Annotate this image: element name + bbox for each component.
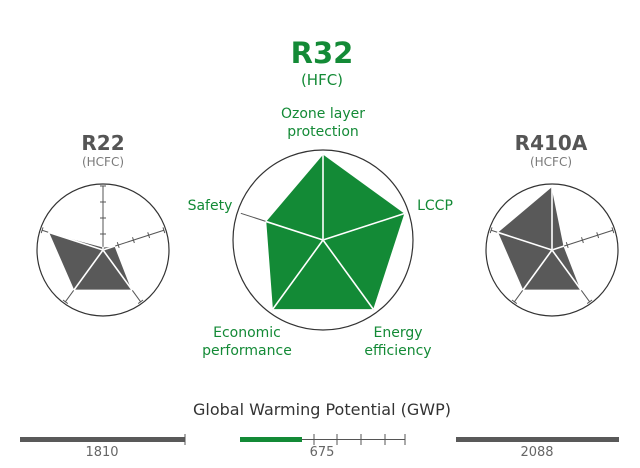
r22-subtitle: (HCFC) bbox=[82, 155, 124, 169]
r22-tick-2-4 bbox=[137, 299, 144, 304]
r410a-tick-1-4 bbox=[611, 227, 615, 234]
gwp-title: Global Warming Potential (GWP) bbox=[193, 400, 451, 419]
r410a-tick-2-4 bbox=[586, 299, 593, 304]
r22-tick-4-4 bbox=[40, 227, 44, 234]
r410a-data-polygon bbox=[496, 184, 583, 292]
axis-label-energy-1: Energy bbox=[373, 325, 422, 341]
r410a-tick-4-4 bbox=[489, 227, 493, 234]
gwp-label-r410a: 2088 bbox=[520, 445, 553, 460]
r22-tick-1-3 bbox=[147, 232, 151, 239]
axis-label-economic-1: Economic bbox=[213, 325, 281, 341]
r410a-spoke-4 bbox=[496, 231, 553, 251]
gwp-label-r32: 675 bbox=[310, 445, 335, 460]
radar-shapes-layer bbox=[20, 149, 619, 445]
axis-label-ozone-2: protection bbox=[287, 124, 359, 140]
r410a-spoke-1 bbox=[551, 245, 565, 251]
r22-tick-1-2 bbox=[132, 237, 135, 244]
gwp-bar-r32 bbox=[240, 437, 302, 442]
r410a-tick-1-1 bbox=[565, 242, 569, 249]
gwp-label-r22: 1810 bbox=[85, 445, 118, 460]
axis-label-economic-2: performance bbox=[202, 343, 292, 359]
axis-label-energy-2: efficiency bbox=[364, 343, 431, 359]
r32-title: R32 bbox=[291, 36, 354, 70]
r410a-tick-1-3 bbox=[596, 232, 600, 239]
r32-subtitle: (HFC) bbox=[301, 71, 343, 89]
axis-label-safety: Safety bbox=[188, 198, 233, 214]
axis-label-ozone-1: Ozone layer bbox=[281, 106, 365, 122]
r22-tick-3-4 bbox=[62, 299, 69, 304]
r410a-title: R410A bbox=[515, 131, 588, 155]
r410a-tick-3-4 bbox=[511, 299, 518, 304]
r22-spoke-1 bbox=[102, 245, 116, 251]
r32-spoke-3 bbox=[271, 239, 324, 311]
r32-spoke-4 bbox=[265, 220, 324, 241]
gwp-bar-r22 bbox=[20, 437, 185, 442]
r410a-spoke-2 bbox=[551, 249, 582, 291]
r32-spoke-1 bbox=[322, 212, 406, 241]
r410a-spoke-3 bbox=[522, 249, 553, 291]
gwp-bar-r410a bbox=[456, 437, 619, 442]
r22-title: R22 bbox=[81, 131, 124, 155]
r410a-tick-1-2 bbox=[581, 237, 584, 244]
r22-spoke-4 bbox=[47, 231, 104, 251]
r32-spoke-2 bbox=[322, 239, 375, 311]
r22-tick-1-1 bbox=[116, 242, 120, 249]
r22-spoke-3 bbox=[73, 249, 104, 291]
r22-tick-1-4 bbox=[162, 227, 166, 234]
axis-label-lccp: LCCP bbox=[417, 198, 453, 214]
r22-spoke-2 bbox=[102, 249, 133, 291]
r410a-subtitle: (HCFC) bbox=[530, 155, 572, 169]
